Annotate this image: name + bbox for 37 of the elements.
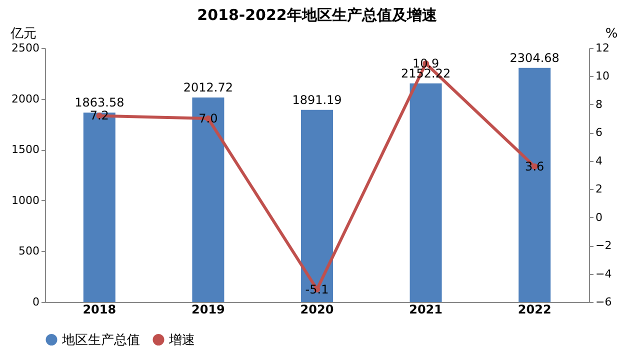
data-label: -5.1 — [305, 282, 329, 296]
y-tick-label: 2500 — [12, 42, 40, 54]
bar — [192, 98, 224, 302]
y-tick-label: 1500 — [12, 143, 40, 156]
data-label: 1863.58 — [74, 96, 124, 110]
y2-tick-label: 2 — [596, 182, 602, 196]
y2-tick-label: −6 — [596, 296, 612, 308]
y-tick-label: 0 — [32, 296, 40, 308]
data-label: 2012.72 — [183, 80, 234, 95]
y2-tick-label: 4 — [596, 154, 602, 168]
y2-tick-label: 0 — [596, 210, 602, 224]
x-tick-label: 2018 — [82, 302, 116, 316]
y-axis-title: 亿元 — [10, 26, 36, 42]
data-label: 1891.19 — [292, 92, 342, 107]
y2-tick-label: 10 — [596, 70, 610, 83]
x-tick-label: 2021 — [409, 302, 443, 316]
legend-label: 地区生产总值 — [61, 332, 140, 348]
x-tick-label: 2022 — [518, 302, 552, 316]
x-tick-label: 2019 — [191, 302, 225, 316]
y-tick-label: 500 — [18, 244, 40, 258]
bar — [83, 112, 116, 302]
y-tick-label: 1000 — [12, 194, 40, 207]
bar — [301, 110, 333, 302]
bar — [410, 83, 442, 302]
y2-tick-label: −2 — [596, 239, 612, 252]
y-tick-label: 2000 — [12, 92, 40, 106]
y2-tick-label: 12 — [596, 42, 610, 54]
y2-axis-title: % — [605, 26, 618, 42]
chart-title: 2018-2022年地区生产总值及增速 — [197, 6, 438, 24]
data-label: 2304.68 — [510, 50, 560, 65]
y2-tick-label: 6 — [596, 126, 602, 140]
y2-tick-label: −4 — [596, 267, 612, 280]
x-tick-label: 2020 — [300, 302, 334, 316]
legend-label: 增速 — [168, 332, 195, 348]
y2-tick-label: 8 — [596, 98, 602, 111]
data-label: 7.0 — [198, 112, 218, 126]
bar — [518, 68, 551, 302]
